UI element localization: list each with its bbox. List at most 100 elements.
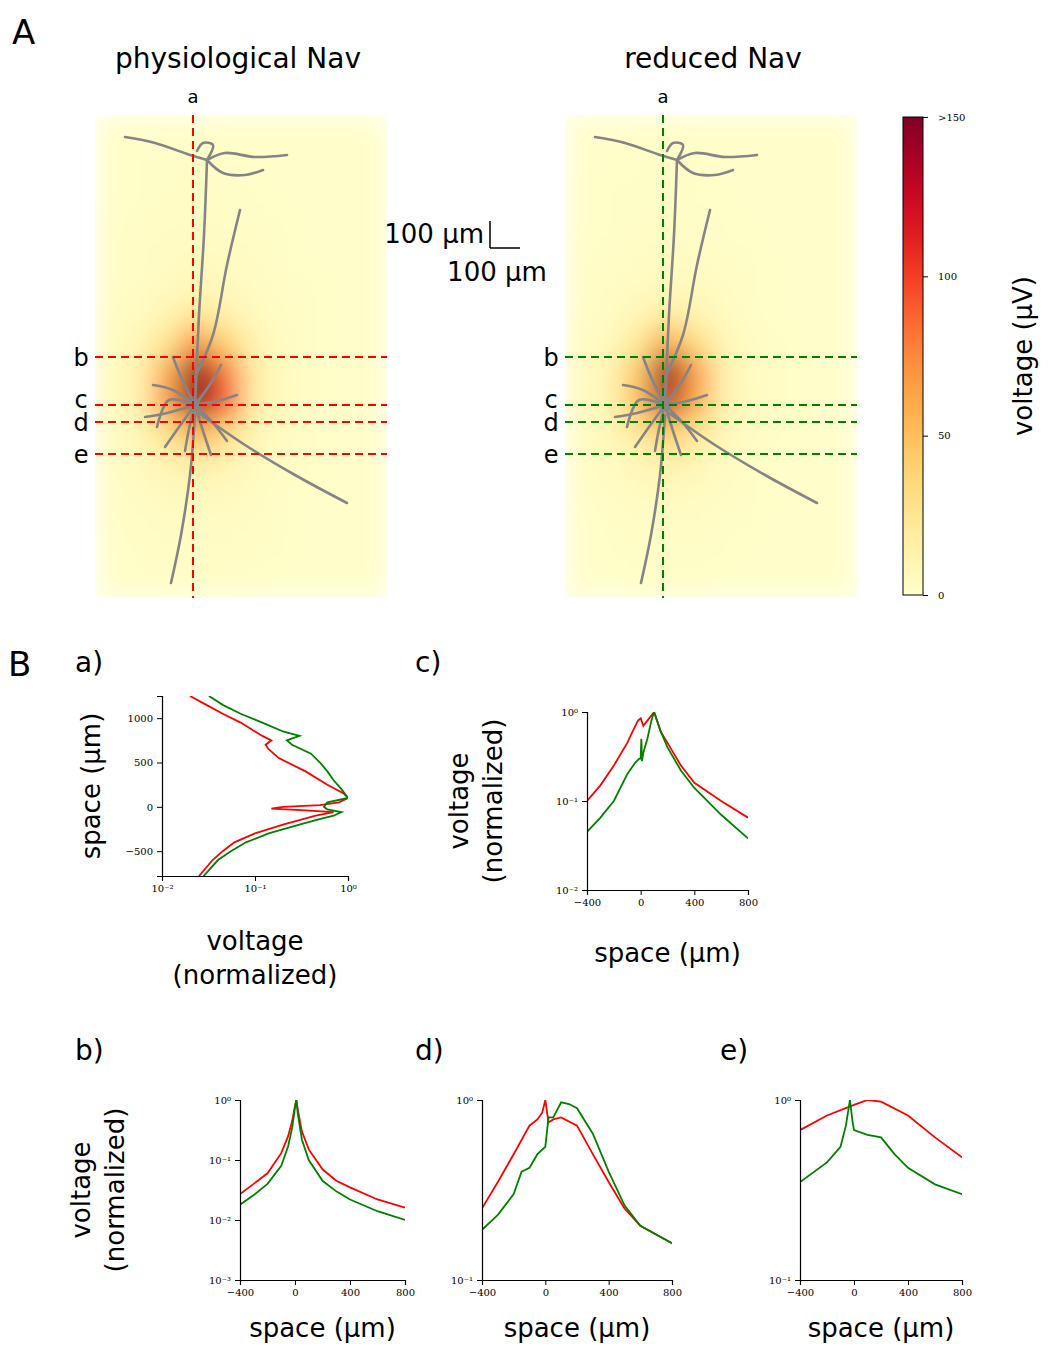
tick-label: 500 (134, 757, 153, 768)
heatmap-cell (124, 175, 154, 206)
tick-mark (694, 890, 695, 895)
transect-line (95, 453, 387, 455)
neurite (207, 160, 263, 175)
heatmap-cell (153, 477, 183, 508)
axis-title: space (µm) (249, 1313, 396, 1343)
tick: 800 (953, 1280, 972, 1298)
heatmap-cell (329, 568, 359, 598)
axis: 10⁻²10⁻¹10⁰ (556, 707, 588, 896)
heatmap-cell (124, 236, 154, 267)
heatmap-cell (623, 477, 653, 508)
axis-title-line: (normalized) (100, 1108, 130, 1273)
neurite (195, 160, 207, 405)
heatmap-cell (241, 538, 271, 569)
axis-title: voltage(normalized) (444, 719, 508, 884)
transect-label: d (73, 409, 88, 437)
heatmap-cell (740, 326, 770, 357)
axis: −50005001000 (126, 697, 163, 877)
heatmap-cell (270, 236, 300, 267)
tick: 10⁻¹ (451, 1275, 482, 1286)
heatmap-cell (212, 447, 242, 478)
tick-mark (545, 1280, 546, 1285)
tick-label: 100 (938, 271, 957, 282)
heatmap-cell (299, 387, 329, 418)
heatmap-cell (799, 266, 829, 297)
line-chart: −400040080010⁻¹10⁰ (451, 1095, 682, 1298)
tick: 400 (685, 890, 704, 908)
tick: 0 (923, 590, 944, 601)
heatmap-cell (623, 236, 653, 267)
panel-letter: A (12, 12, 35, 52)
heatmap-cell (565, 568, 595, 598)
tick: 1000 (128, 713, 162, 724)
scale-bar-label: 100 µm (447, 257, 547, 287)
heatmap-cell (270, 115, 300, 146)
heatmap-cell (358, 266, 387, 297)
tick-mark (923, 117, 928, 118)
tick-label: 800 (663, 1287, 682, 1298)
heatmap-cell (740, 206, 770, 237)
tick-label: 10⁰ (456, 1095, 473, 1106)
heatmap-cell (769, 326, 799, 357)
heatmap-cell (183, 266, 213, 297)
tick-label: 10⁰ (340, 883, 357, 894)
heatmap-cell (828, 447, 857, 478)
tick: 10⁰ (340, 876, 357, 894)
heatmap-cell (270, 296, 300, 327)
heatmap-cell (153, 296, 183, 327)
heatmap-cell (565, 387, 595, 418)
heatmap-cell (623, 326, 653, 357)
heatmap-cell (623, 296, 653, 327)
heatmap-cell (594, 387, 624, 418)
neurite (665, 405, 681, 455)
heatmap-cell (358, 115, 387, 146)
heatmap-cell (594, 507, 624, 538)
axis-title: space (µm) (594, 938, 741, 968)
axis-line (157, 697, 163, 877)
heatmap-cell (95, 568, 125, 598)
heatmap-cell (594, 447, 624, 478)
heatmap-cell (769, 266, 799, 297)
heatmap-cell (828, 145, 857, 176)
tick-label: 800 (739, 897, 758, 908)
heatmap-cell (183, 206, 213, 237)
series-line (587, 712, 748, 838)
heatmap-cell (623, 115, 653, 146)
heatmap-cell (124, 145, 154, 176)
heatmap-cell (270, 387, 300, 418)
heatmap-cell (241, 507, 271, 538)
tick-mark (923, 436, 928, 437)
neurite (195, 365, 221, 405)
axis: 10⁻³10⁻²10⁻¹10⁰ (209, 1095, 241, 1286)
tick-label: 0 (638, 897, 644, 908)
subpanel-label: b) (75, 1034, 104, 1067)
axis-title: space (µm) (504, 1313, 651, 1343)
heatmap-cell (95, 296, 125, 327)
tick: 0 (543, 1280, 549, 1298)
tick-mark (672, 1280, 673, 1285)
heatmap-cell (124, 206, 154, 237)
heatmap-cell (358, 326, 387, 357)
neurite (669, 413, 817, 503)
tick-label: 10⁰ (774, 1095, 791, 1106)
heatmap-cell (594, 266, 624, 297)
heatmap-cell (241, 568, 271, 598)
plot-lines (587, 712, 748, 838)
heatmap-cell (95, 236, 125, 267)
axis-line (477, 1101, 483, 1281)
heatmap-cell (329, 538, 359, 569)
heatmap-cell (740, 296, 770, 327)
colorbar-axis: 050100>150 (923, 112, 965, 601)
tick-label: 800 (396, 1287, 415, 1298)
heatmap-cell (153, 447, 183, 478)
heatmap-cell (329, 115, 359, 146)
heatmap-cell (769, 538, 799, 569)
tick-label: −400 (574, 897, 601, 908)
heatmap-cell (565, 538, 595, 569)
tick-mark (235, 1100, 240, 1101)
tick: 800 (396, 1280, 415, 1298)
heatmap-cell (153, 115, 183, 146)
neurite (665, 365, 691, 405)
tick-mark (908, 1280, 909, 1285)
tick: 800 (663, 1280, 682, 1298)
